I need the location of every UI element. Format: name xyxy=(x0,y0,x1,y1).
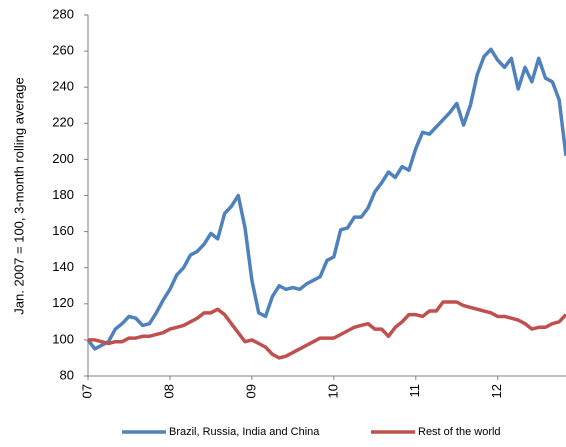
series-line xyxy=(88,300,566,360)
y-tick-label: 100 xyxy=(52,331,74,346)
legend-label: Brazil, Russia, India and China xyxy=(169,426,320,438)
x-tick-label: 09 xyxy=(243,384,258,398)
y-tick-label: 160 xyxy=(52,223,74,238)
y-tick-label: 260 xyxy=(52,43,74,58)
y-tick-label: 200 xyxy=(52,151,74,166)
y-tick-label: 280 xyxy=(52,6,74,21)
y-tick-label: 180 xyxy=(52,187,74,202)
y-tick-label: 120 xyxy=(52,295,74,310)
x-tick-label: 07 xyxy=(79,384,94,398)
x-tick-label: 10 xyxy=(325,384,340,398)
y-tick-label: 220 xyxy=(52,115,74,130)
x-tick-label: 12 xyxy=(489,384,504,398)
y-tick-label: 240 xyxy=(52,79,74,94)
x-tick-label: 08 xyxy=(161,384,176,398)
y-tick-label: 140 xyxy=(52,259,74,274)
y-axis-label: Jan. 2007 = 100, 3-month rolling average xyxy=(11,77,26,314)
x-tick-label: 11 xyxy=(407,384,422,398)
series-line xyxy=(86,47,566,351)
y-tick-label: 80 xyxy=(60,367,74,382)
legend-label: Rest of the world xyxy=(418,426,501,438)
